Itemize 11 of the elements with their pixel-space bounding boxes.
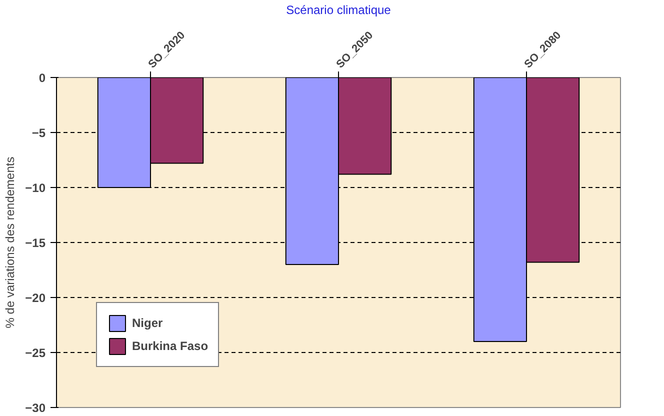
y-axis-title: % de variations des rendements [3,156,18,328]
y-tick-label: −10 [25,181,46,195]
y-tick-label: 0 [38,71,46,85]
y-tick-label: −20 [25,291,46,305]
y-tick-label: −15 [25,236,46,250]
y-tick-label: −25 [25,346,46,360]
y-tick-label: −5 [32,126,46,140]
legend-label: Burkina Faso [132,339,208,353]
legend-label: Niger [132,316,163,330]
y-tick-label: −30 [25,401,46,415]
x-axis-title: Scénario climatique [286,3,392,18]
